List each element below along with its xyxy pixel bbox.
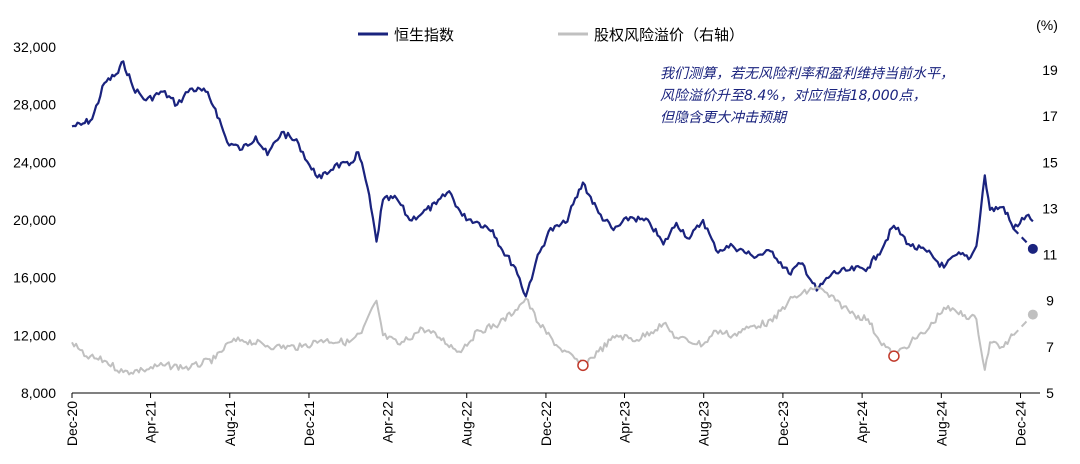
- legend-label: 股权风险溢价（右轴）: [594, 26, 744, 44]
- x-tick-label: Aug-21: [222, 401, 238, 446]
- annotation-line: 但隐含更大冲击预期: [660, 110, 788, 126]
- annotation-line: 风险溢价升至8.4%，对应恒指18,000点，: [660, 88, 927, 104]
- series-left-dashed-line: [1012, 227, 1034, 250]
- series-right-line: [71, 285, 1014, 376]
- y-right-tick-label: 13: [1042, 200, 1058, 216]
- y-right-tick-label: 15: [1042, 154, 1058, 170]
- annotation-line: 我们测算，若无风险利率和盈利维持当前水平，: [660, 66, 954, 82]
- x-tick-label: Dec-22: [538, 401, 554, 446]
- axes-group: Dec-20 Apr-21 Aug-21 Dec-21 Apr-22 Aug-22 Dec-…: [13, 39, 1058, 446]
- x-tick-label: Dec-20: [64, 401, 80, 446]
- x-tick-label: Apr-24: [854, 401, 870, 443]
- legend: 恒生指数 股权风险溢价（右轴）: [358, 26, 744, 44]
- x-tick-label: Dec-23: [775, 401, 791, 446]
- y-left-tick-label: 20,000: [13, 212, 56, 228]
- y-right-tick-label: 11: [1043, 247, 1058, 263]
- x-tick-label: Apr-22: [380, 401, 396, 443]
- legend-label: 恒生指数: [394, 26, 454, 44]
- forecast-end-marker: [1027, 243, 1038, 254]
- y-right-tick-label: 7: [1046, 339, 1054, 355]
- annotation-note: 我们测算，若无风险利率和盈利维持当前水平， 风险溢价升至8.4%，对应恒指18,0…: [660, 66, 954, 126]
- low-point-marker: [577, 359, 589, 372]
- y-right-tick-label: 19: [1042, 62, 1058, 78]
- x-tick-label: Apr-23: [616, 401, 632, 443]
- y-left-tick-label: 32,000: [13, 39, 56, 55]
- markers-group: [577, 243, 1038, 372]
- x-tick-label: Aug-22: [459, 401, 475, 446]
- x-tick-label: Aug-24: [933, 401, 949, 446]
- y-right-tick-label: 17: [1042, 108, 1058, 124]
- x-tick-label: Dec-21: [301, 401, 317, 446]
- low-point-marker: [888, 350, 900, 362]
- y-right-tick-label: 9: [1046, 293, 1054, 309]
- y-left-tick-label: 28,000: [13, 97, 56, 113]
- y-left-tick-label: 24,000: [13, 154, 56, 170]
- x-tick-label: Apr-21: [143, 401, 159, 443]
- x-tick-label: Dec-24: [1013, 401, 1029, 446]
- y-left-tick-label: 16,000: [13, 270, 56, 286]
- series-left-line: [71, 60, 1034, 298]
- x-tick-label: Aug-23: [696, 401, 712, 446]
- right-axis-unit-label: (%): [1036, 17, 1058, 33]
- y-left-tick-label: 8,000: [21, 385, 56, 401]
- y-left-tick-label: 12,000: [13, 327, 56, 343]
- series-right-dashed-line: [1012, 313, 1034, 336]
- y-right-tick-label: 5: [1046, 385, 1054, 401]
- forecast-end-marker: [1027, 309, 1038, 320]
- series-group: [71, 60, 1034, 376]
